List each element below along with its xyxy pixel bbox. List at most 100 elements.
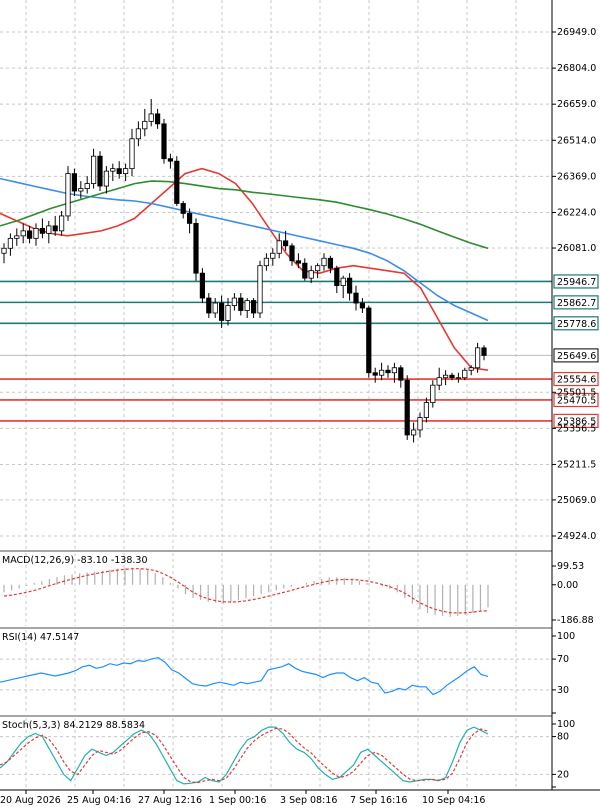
candle xyxy=(199,268,205,304)
candle xyxy=(321,253,327,271)
candle xyxy=(97,151,103,192)
price-tick-label: 26514.0 xyxy=(557,135,596,146)
price-tick-label: 26804.0 xyxy=(557,63,596,74)
candle xyxy=(308,265,314,284)
candle xyxy=(359,298,366,313)
candle xyxy=(212,298,218,318)
candle xyxy=(46,220,52,244)
candle xyxy=(218,295,225,328)
candle xyxy=(353,285,359,311)
time-axis: 20 Aug 2026 25 Aug 04:16 27 Aug 12:16 1 Sep… xyxy=(0,789,600,806)
candle xyxy=(154,108,161,129)
level-label: 25470.5 xyxy=(557,395,596,406)
current-price-label: 25649.6 xyxy=(557,351,596,362)
level-label: 25778.6 xyxy=(557,319,596,330)
level-label-box xyxy=(553,316,599,331)
candle xyxy=(193,218,199,281)
price-tick-label: 26224.0 xyxy=(557,207,596,218)
rsi-tick-label: 30 xyxy=(557,685,569,696)
level-label: 25946.7 xyxy=(557,277,596,288)
candle xyxy=(462,367,468,381)
candles xyxy=(1,98,487,443)
time-tick-label: 1 Sep 00:16 xyxy=(209,795,266,806)
candle xyxy=(346,273,353,301)
price-tick-label: 26369.0 xyxy=(557,171,596,182)
candle xyxy=(33,223,39,246)
moving-average-line xyxy=(0,177,489,322)
price-axis: 26949.0 26804.0 26659.0 26514.0 26369.0 26224… xyxy=(552,27,596,542)
price-tick-label: 25356.5 xyxy=(557,423,596,434)
price-tick-label: 25211.5 xyxy=(557,459,596,470)
moving-averages xyxy=(0,167,489,371)
level-label: 25862.7 xyxy=(557,298,596,309)
candle xyxy=(398,365,404,388)
candle xyxy=(263,253,270,271)
candle xyxy=(14,228,20,246)
candle xyxy=(417,412,423,438)
candle xyxy=(142,108,148,137)
price-tick-label: 26081.0 xyxy=(557,243,596,254)
stoch-tick-label: 20 xyxy=(557,769,569,780)
candle xyxy=(7,233,13,256)
candle xyxy=(174,156,180,206)
candle xyxy=(474,342,481,373)
rsi-line xyxy=(0,656,489,696)
level-label-box xyxy=(553,295,599,310)
candle xyxy=(71,168,77,197)
level-label-box xyxy=(553,413,599,428)
candle xyxy=(468,365,474,376)
stoch-tick-label: 80 xyxy=(557,732,569,743)
stochastic-panel: Stoch(5,3,3) 84.2129 88.5834 100 80 20 xyxy=(0,715,575,788)
level-label: 25386.5 xyxy=(557,416,596,427)
macd-tick-label: 99.53 xyxy=(557,561,584,572)
macd-panel: MACD(12,26,9) -83.10 -138.30 99.53 0.00 -1… xyxy=(0,550,594,626)
price-grid xyxy=(0,0,552,790)
rsi-title: RSI(14) 47.5147 xyxy=(2,632,79,643)
macd-tick-label: -186.88 xyxy=(557,615,594,626)
level-label: 25554.6 xyxy=(557,375,596,386)
candle xyxy=(1,243,7,264)
candle xyxy=(257,260,263,318)
candle xyxy=(391,362,398,383)
time-tick-label: 20 Aug 2026 xyxy=(0,795,61,806)
candle xyxy=(116,161,122,179)
candle xyxy=(372,367,378,383)
candle xyxy=(123,163,129,182)
stoch-d-line xyxy=(0,727,489,784)
candle xyxy=(314,263,321,279)
candle xyxy=(366,305,372,378)
candle xyxy=(244,298,250,318)
candle xyxy=(378,362,385,381)
candle xyxy=(231,293,237,311)
time-tick-label: 7 Sep 16:16 xyxy=(350,795,407,806)
candle xyxy=(84,176,90,194)
candle xyxy=(250,298,257,318)
candle xyxy=(340,275,346,299)
candle xyxy=(430,380,436,408)
candle xyxy=(270,248,276,266)
candle xyxy=(167,153,173,169)
price-tick-label: 26949.0 xyxy=(557,27,596,38)
candle xyxy=(442,370,449,386)
candle xyxy=(225,298,231,326)
moving-average-line xyxy=(0,180,489,250)
candle xyxy=(276,233,282,259)
time-tick-label: 27 Aug 12:16 xyxy=(138,795,202,806)
candle xyxy=(65,166,71,221)
candle xyxy=(334,265,340,294)
candle xyxy=(39,218,46,239)
price-tick-label: 25501.5 xyxy=(557,387,596,398)
candle xyxy=(206,293,212,318)
candle xyxy=(78,181,84,199)
candle xyxy=(148,98,154,127)
price-tick-label: 26659.0 xyxy=(557,99,596,110)
candle xyxy=(59,210,65,236)
macd-tick-label: 0.00 xyxy=(557,580,578,591)
candle xyxy=(20,223,26,244)
level-label-box xyxy=(553,371,599,387)
candle xyxy=(238,293,244,316)
stoch-tick-label: 100 xyxy=(557,719,575,730)
price-tick-label: 25069.0 xyxy=(557,495,596,506)
candle xyxy=(385,365,391,378)
candle xyxy=(436,367,442,391)
